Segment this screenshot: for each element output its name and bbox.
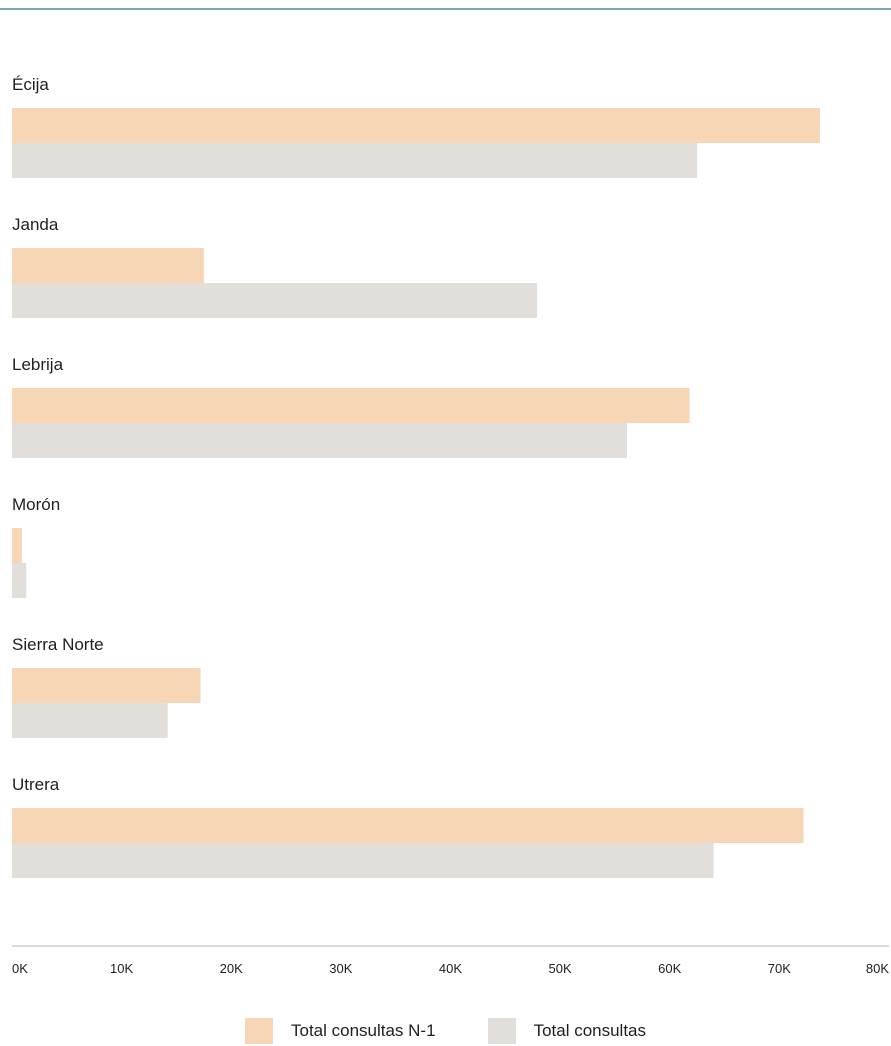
bar-total-consultas-n1 (12, 248, 204, 283)
x-tick-label: 40K (439, 961, 462, 976)
category-label: Utrera (12, 775, 60, 794)
x-tick-label: 70K (768, 961, 791, 976)
top-divider (0, 8, 891, 10)
bar-total-consultas (12, 703, 168, 738)
bar-total-consultas (12, 283, 538, 318)
category-label: Sierra Norte (12, 635, 104, 654)
bar-total-consultas-n1 (12, 388, 690, 423)
legend-label-total: Total consultas (533, 1021, 647, 1040)
legend-label-n1: Total consultas N-1 (290, 1021, 436, 1040)
x-tick-label: 50K (549, 961, 572, 976)
bar-chart: Écija Janda Lebrija Morón Sierra Norte Utrera… (12, 75, 889, 976)
bar-total-consultas-n1 (12, 108, 820, 143)
category-label: Janda (12, 215, 59, 234)
category-label: Lebrija (12, 355, 64, 374)
bar-total-consultas (12, 423, 627, 458)
x-tick-label: 80K (866, 961, 889, 976)
x-tick-label: 30K (329, 961, 352, 976)
x-tick-label: 20K (220, 961, 243, 976)
chart-legend: Total consultas N-1 Total consultas (0, 1016, 891, 1046)
legend-swatch-n1 (244, 1018, 273, 1044)
category-label: Écija (12, 75, 49, 94)
x-tick-label: 60K (658, 961, 681, 976)
legend-swatch-total (487, 1018, 516, 1044)
legend-item-total: Total consultas (487, 1018, 647, 1044)
bar-total-consultas (12, 563, 27, 598)
bar-total-consultas (12, 843, 714, 878)
legend-item-n1: Total consultas N-1 (244, 1018, 436, 1044)
bar-total-consultas-n1 (12, 528, 22, 563)
bar-total-consultas (12, 143, 698, 178)
x-tick-label: 0K (12, 961, 28, 976)
bar-total-consultas-n1 (12, 668, 201, 703)
x-tick-label: 10K (110, 961, 133, 976)
bar-total-consultas-n1 (12, 808, 804, 843)
category-label: Morón (12, 495, 60, 514)
